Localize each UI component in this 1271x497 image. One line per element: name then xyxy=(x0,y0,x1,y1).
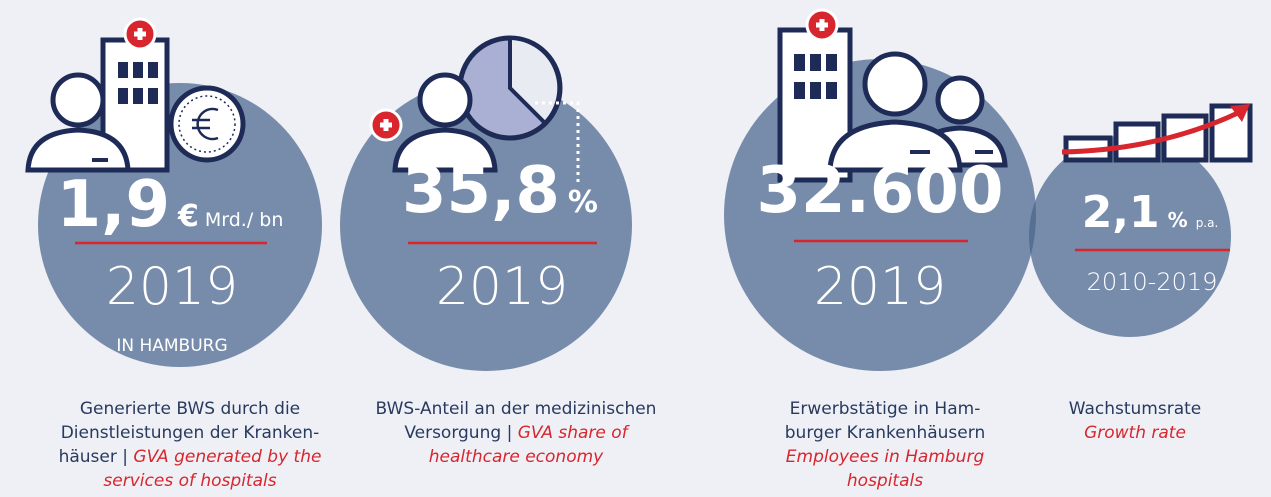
figure: 2,1% p.a. xyxy=(1082,187,1219,238)
value: 35,8 xyxy=(402,154,560,228)
year: 2019 xyxy=(814,257,946,317)
english: Employees in Hamburg hospitals xyxy=(785,447,985,491)
description: BWS-Anteil an der medizini­schen Versorg… xyxy=(366,397,666,469)
icon-hospital-euro xyxy=(25,17,246,173)
figure: 1,9 € Mrd./ bn xyxy=(57,168,284,242)
description: Erwerbstätige in Ham­burger Krankenhäuse… xyxy=(770,397,1000,493)
english: GVA share of healthcare economy xyxy=(428,423,628,467)
german: BWS-Anteil an der medizini­schen Versorg… xyxy=(375,399,657,443)
icon-hospital-people xyxy=(777,8,1008,183)
value: 32.600 xyxy=(757,154,1004,228)
unit: € xyxy=(177,199,199,234)
separator: | xyxy=(122,447,128,467)
suffix: p.a. xyxy=(1196,216,1219,230)
suffix: Mrd./ bn xyxy=(205,209,284,231)
description: Wachstumsrate Growth rate xyxy=(1060,397,1210,445)
icon-share xyxy=(369,35,580,182)
year: 2019 xyxy=(106,257,238,317)
unit: % xyxy=(568,185,598,220)
note: IN HAMBURG xyxy=(116,336,227,356)
german: Erwerbstätige in Ham­burger Krankenhäuse… xyxy=(784,399,986,443)
icon-growth xyxy=(1061,103,1253,163)
rules xyxy=(75,239,1230,252)
figure: 35,8% xyxy=(402,154,598,228)
separator: | xyxy=(506,423,513,443)
german: Wachstumsrate xyxy=(1068,399,1202,419)
circle xyxy=(1029,135,1231,337)
year: 2010-2019 xyxy=(1087,268,1218,296)
unit: % xyxy=(1168,208,1188,232)
english: Growth rate xyxy=(1084,423,1186,443)
value: 2,1 xyxy=(1082,187,1160,238)
description: Generierte BWS durch die Dienstleistunge… xyxy=(40,397,340,493)
english: GVA generated by the services of hospita… xyxy=(103,447,322,491)
german: Generierte BWS durch die Dienstleistunge… xyxy=(58,399,320,467)
value: 1,9 xyxy=(57,168,170,242)
year: 2019 xyxy=(436,257,568,317)
